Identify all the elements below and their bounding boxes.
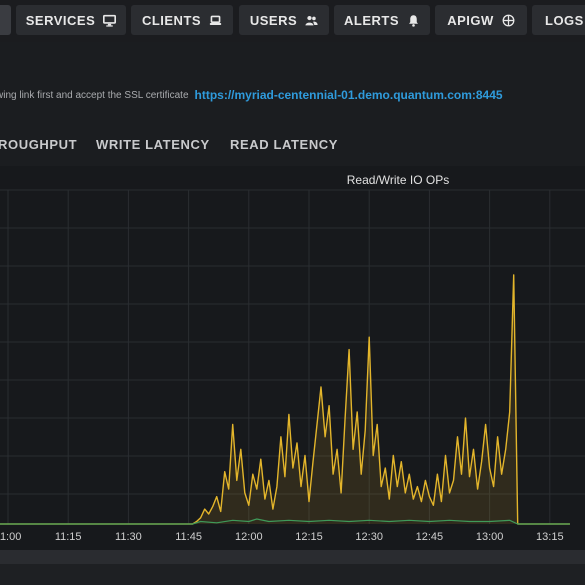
metrics-tabs: ROUGHPUT WRITE LATENCY READ LATENCY [0, 128, 585, 162]
x-tick-label: 11:00 [0, 531, 21, 543]
x-tick-label: 13:15 [536, 531, 564, 543]
page-footer [0, 564, 585, 585]
io-ops-chart: Read/Write IO OPs 11:00 11:15 11:30 11:45 12:… [0, 173, 585, 543]
nav-item-apigw[interactable]: APIGW [435, 5, 527, 35]
nav-item-alerts[interactable]: ALERTS [334, 5, 430, 35]
nav-item-label: SERVICES [25, 12, 96, 28]
monitor-icon [103, 14, 117, 27]
x-tick-label: 12:00 [235, 531, 263, 543]
globe-icon [502, 14, 515, 27]
x-tick-label: 12:15 [295, 531, 323, 543]
nav-item-label: CLIENTS [141, 12, 202, 28]
bell-icon [407, 14, 420, 27]
ssl-notice: wing link first and accept the SSL certi… [0, 80, 585, 110]
nav-item-users[interactable]: USERS [239, 5, 329, 35]
x-tick-label: 11:30 [115, 531, 142, 543]
nav-item-clients[interactable]: CLIENTS [131, 5, 233, 35]
nav-item-label: USERS [249, 12, 298, 28]
nav-item-label: LOGS [545, 12, 584, 28]
laptop-icon [209, 14, 222, 27]
x-tick-label: 11:15 [55, 531, 82, 543]
x-tick-label: 13:00 [476, 531, 504, 543]
nav-item-partial[interactable] [0, 5, 11, 35]
io-ops-chart-panel: Read/Write IO OPs 11:00 11:15 11:30 11:45 12:… [0, 166, 585, 550]
nav-item-label: APIGW [447, 12, 494, 28]
tab-throughput[interactable]: ROUGHPUT [0, 137, 78, 152]
chart-title: Read/Write IO OPs [347, 173, 449, 187]
nav-item-logs[interactable]: LOGS [532, 5, 585, 35]
x-tick-label: 12:30 [355, 531, 383, 543]
nav-item-services[interactable]: SERVICES [16, 5, 126, 35]
series-line [0, 518, 570, 525]
nav-item-label: ALERTS [344, 12, 399, 28]
ssl-notice-text: wing link first and accept the SSL certi… [0, 89, 189, 101]
tab-write-latency[interactable]: WRITE LATENCY [96, 137, 210, 152]
series-area [0, 274, 570, 524]
chart-footer-bar [0, 550, 585, 564]
top-nav: SERVICES CLIENTS USERS ALERTS APIGW LOGS [0, 0, 585, 42]
tab-read-latency[interactable]: READ LATENCY [230, 137, 339, 152]
ssl-certificate-link[interactable]: https://myriad-centennial-01.demo.quantu… [194, 88, 503, 102]
users-icon [305, 14, 318, 27]
x-tick-label: 12:45 [416, 531, 444, 543]
x-tick-label: 11:45 [175, 531, 202, 543]
